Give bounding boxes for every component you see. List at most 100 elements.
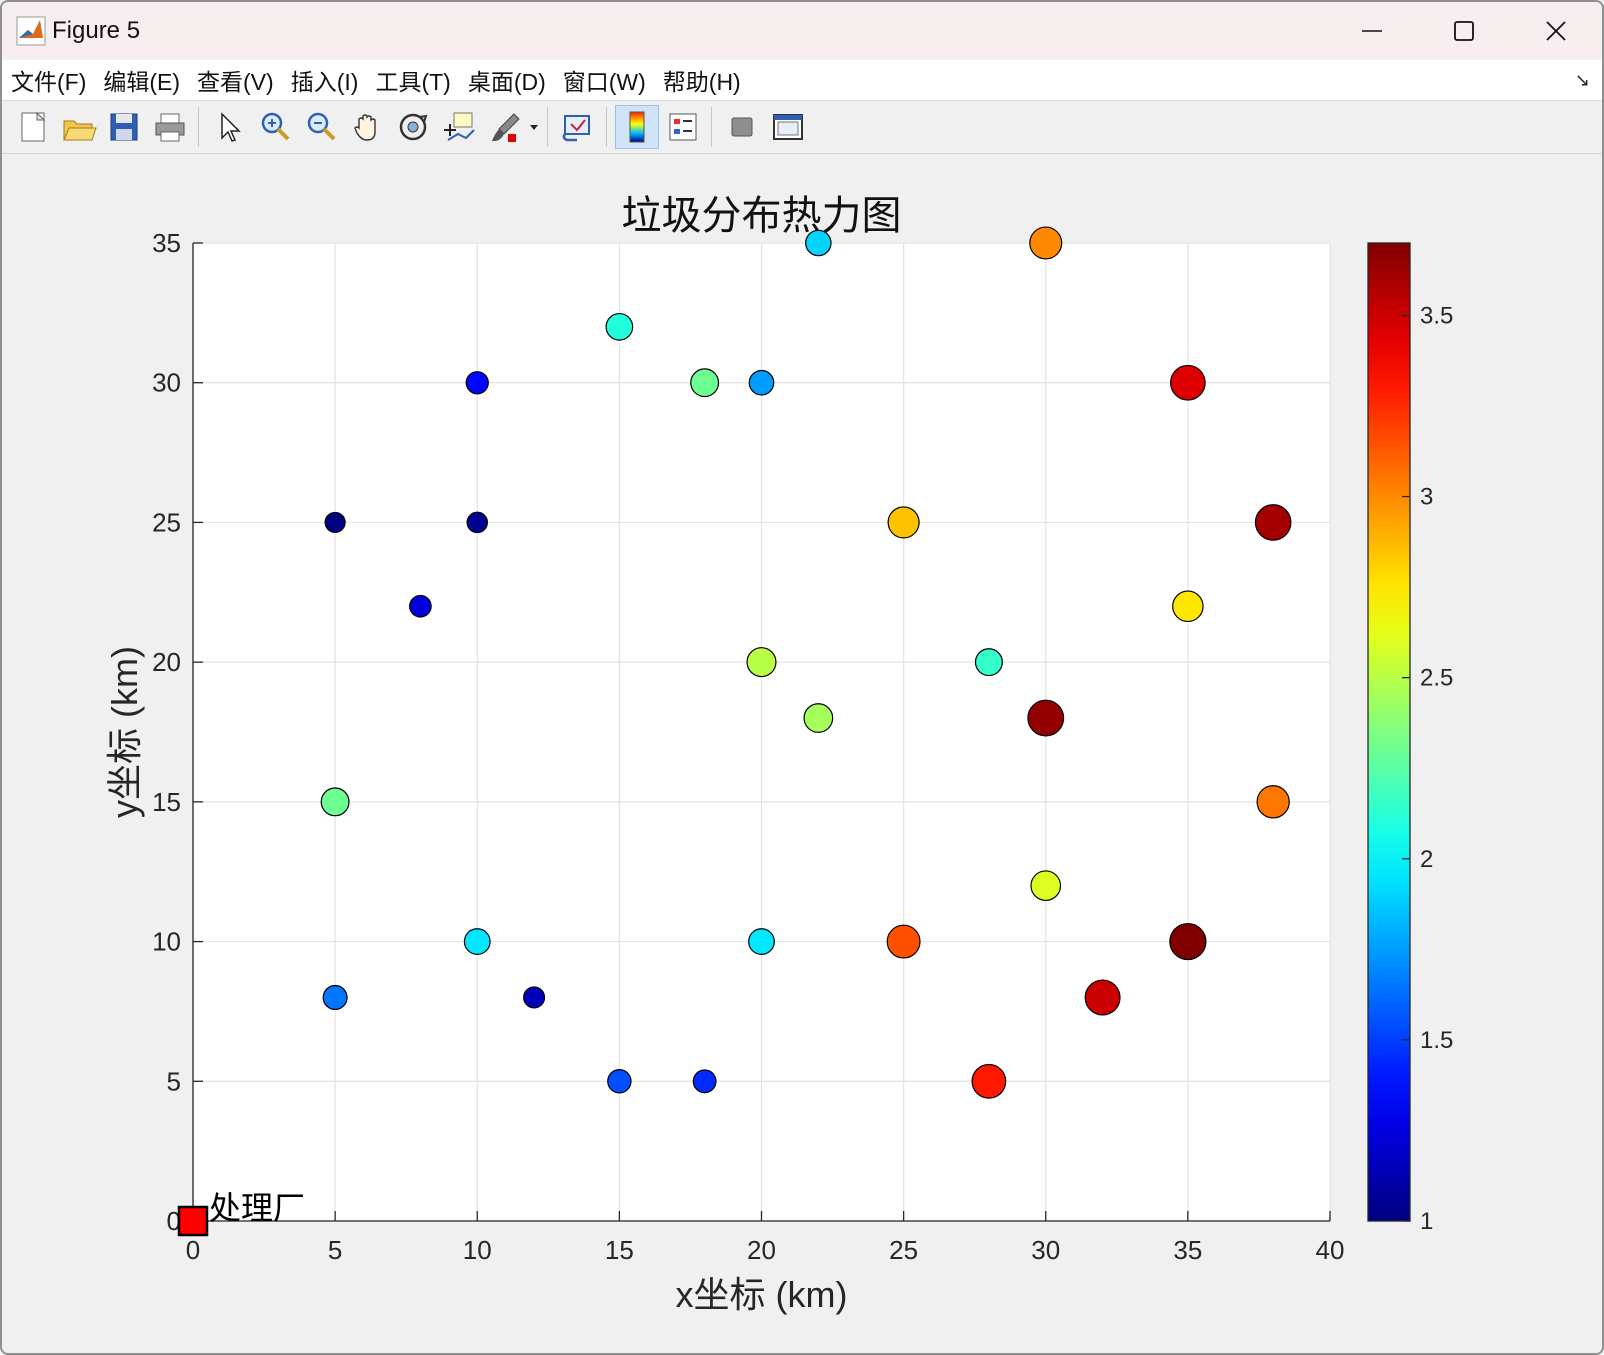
y-tick-label: 35 — [152, 228, 181, 258]
colorbar-icon — [629, 111, 645, 143]
data-point — [692, 1069, 717, 1094]
menu-file[interactable]: 文件(F) — [11, 69, 87, 95]
y-tick-label: 0 — [167, 1206, 181, 1236]
edit-pointer-button[interactable] — [207, 105, 251, 149]
save-button[interactable] — [102, 105, 146, 149]
y-tick-label: 25 — [152, 507, 181, 537]
data-point — [690, 368, 720, 398]
minimize-button[interactable] — [1326, 2, 1418, 60]
menu-view[interactable]: 查看(V) — [197, 69, 274, 95]
toolbar-separator — [711, 107, 712, 147]
data-point — [805, 229, 832, 257]
y-tick-label: 20 — [152, 647, 181, 677]
data-point — [607, 1069, 632, 1094]
hide-plot-tools-button[interactable] — [720, 105, 764, 149]
y-tick-label: 15 — [152, 787, 181, 817]
open-file-icon — [63, 120, 97, 141]
data-point — [1029, 226, 1063, 260]
x-tick-label: 35 — [1173, 1235, 1202, 1265]
zoom-out-button[interactable] — [299, 105, 343, 149]
x-tick-label: 40 — [1316, 1235, 1345, 1265]
close-icon — [1546, 21, 1566, 41]
colorbar-tick-label: 1 — [1420, 1208, 1433, 1235]
zoom-in-icon — [261, 112, 290, 141]
colorbar — [1367, 242, 1411, 1222]
data-point — [324, 511, 346, 534]
x-tick-label: 5 — [328, 1235, 342, 1265]
colorbar-tick-label: 3 — [1420, 484, 1433, 511]
x-tick-label: 0 — [186, 1235, 200, 1265]
colorbar-button[interactable] — [615, 105, 659, 149]
data-point — [320, 787, 350, 817]
data-point — [887, 506, 920, 539]
maximize-button[interactable] — [1418, 2, 1510, 60]
data-point — [605, 312, 634, 341]
menu-insert[interactable]: 插入(I) — [290, 69, 359, 95]
pan-hand-button[interactable] — [345, 105, 389, 149]
edit-pointer-icon — [221, 112, 241, 142]
menu-bar: 文件(F) 编辑(E) 查看(V) 插入(I) 工具(T) 桌面(D) 窗口(W… — [2, 60, 1602, 101]
menu-help[interactable]: 帮助(H) — [662, 69, 741, 95]
data-point — [1254, 504, 1292, 541]
data-point — [1027, 699, 1065, 737]
colorbar-tick-label: 1.5 — [1420, 1027, 1453, 1054]
data-point — [974, 648, 1003, 677]
dock-figure-icon[interactable]: ↘ — [1574, 70, 1590, 90]
close-button[interactable] — [1510, 2, 1602, 60]
print-icon — [155, 113, 185, 142]
hide-plot-tools-icon — [731, 117, 753, 137]
data-point — [409, 594, 432, 618]
maximize-icon — [1454, 21, 1474, 41]
x-tick-label: 15 — [605, 1235, 634, 1265]
zoom-out-icon — [307, 112, 336, 141]
save-icon — [110, 113, 138, 141]
y-tick-label: 10 — [152, 927, 181, 957]
data-point — [463, 928, 491, 955]
data-point — [748, 369, 775, 396]
y-tick-label: 30 — [152, 368, 181, 398]
link-plot-button[interactable] — [556, 105, 600, 149]
brush-dropdown-arrow-icon[interactable] — [527, 105, 541, 149]
legend-button[interactable] — [661, 105, 705, 149]
data-point — [1084, 979, 1121, 1016]
brush-icon — [492, 113, 520, 142]
new-figure-button[interactable] — [10, 105, 54, 149]
x-tick-label: 20 — [747, 1235, 776, 1265]
window-title: Figure 5 — [52, 17, 141, 44]
x-axis-label: x坐标 (km) — [676, 1274, 848, 1315]
colorbar-tick-label: 3.5 — [1420, 302, 1453, 329]
legend-icon — [669, 113, 697, 141]
rotate-3d-icon — [399, 113, 428, 141]
show-plot-tools-icon — [773, 114, 803, 140]
data-point — [322, 984, 348, 1010]
facility-label: 处理厂 — [209, 1189, 305, 1227]
facility-marker — [177, 1205, 209, 1237]
pan-hand-icon — [354, 114, 376, 141]
menu-tools[interactable]: 工具(T) — [375, 69, 451, 95]
print-button[interactable] — [148, 105, 192, 149]
data-tips-button[interactable] — [437, 105, 481, 149]
brush-button[interactable] — [483, 105, 527, 149]
menu-desktop[interactable]: 桌面(D) — [467, 69, 546, 95]
link-plot-icon — [562, 115, 590, 142]
zoom-in-button[interactable] — [253, 105, 297, 149]
data-point — [886, 924, 921, 959]
toolbar-separator — [198, 107, 199, 147]
matlab-logo-icon — [16, 16, 46, 46]
x-tick-label: 30 — [1031, 1235, 1060, 1265]
data-point — [1170, 364, 1206, 401]
data-point — [746, 647, 777, 678]
data-point — [465, 371, 489, 395]
menu-edit[interactable]: 编辑(E) — [103, 69, 181, 95]
x-tick-label: 10 — [463, 1235, 492, 1265]
data-point — [748, 928, 775, 955]
data-point — [1169, 922, 1207, 961]
data-point — [1172, 590, 1204, 623]
menu-window[interactable]: 窗口(W) — [562, 69, 646, 95]
data-point — [523, 986, 546, 1009]
data-point — [1030, 870, 1062, 902]
show-plot-tools-button[interactable] — [766, 105, 810, 149]
open-file-button[interactable] — [56, 105, 100, 149]
rotate-3d-button[interactable] — [391, 105, 435, 149]
